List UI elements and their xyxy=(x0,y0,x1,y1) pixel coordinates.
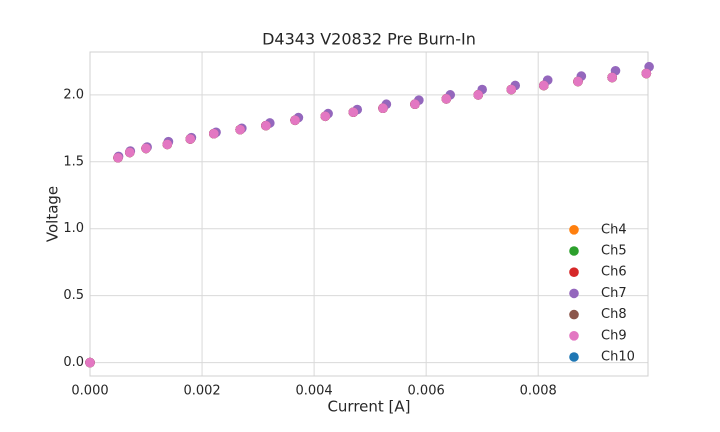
legend-label: Ch9 xyxy=(601,328,627,343)
legend-label: Ch10 xyxy=(601,350,635,365)
y-tick-label: 0.5 xyxy=(63,288,84,303)
legend-label: Ch7 xyxy=(601,286,627,301)
y-tick-label: 1.0 xyxy=(63,221,84,236)
x-tick-label: 0.008 xyxy=(520,384,557,399)
scatter-point xyxy=(378,103,388,114)
x-tick-label: 0.000 xyxy=(71,384,108,399)
scatter-point xyxy=(348,107,359,118)
scatter-point xyxy=(185,134,196,144)
legend-label: Ch5 xyxy=(601,244,627,259)
y-tick-label: 1.5 xyxy=(63,154,84,169)
legend-marker xyxy=(569,352,579,362)
scatter-point xyxy=(320,111,331,122)
scatter-point xyxy=(607,72,617,83)
y-tick-label: 0.0 xyxy=(63,355,84,370)
scatter-point xyxy=(235,124,245,135)
x-tick-label: 0.004 xyxy=(295,384,332,399)
legend-marker xyxy=(569,309,579,320)
scatter-point xyxy=(473,90,484,100)
scatter-point xyxy=(141,143,151,154)
scatter-point xyxy=(162,139,173,150)
scatter-point xyxy=(261,120,271,131)
legend-marker xyxy=(569,246,579,256)
legend-label: Ch6 xyxy=(601,265,627,280)
legend-marker xyxy=(569,331,579,341)
legend-marker xyxy=(569,267,579,278)
scatter-point xyxy=(538,80,549,91)
legend-label: Ch8 xyxy=(601,307,627,322)
scatter-point xyxy=(441,94,452,104)
plot-frame xyxy=(89,51,649,377)
scatter-point xyxy=(641,68,652,79)
scatter-point xyxy=(410,99,420,110)
legend-marker xyxy=(569,288,579,299)
legend-label: Ch4 xyxy=(601,222,627,237)
y-tick-label: 2.0 xyxy=(63,87,84,102)
x-tick-label: 0.002 xyxy=(183,384,220,399)
x-tick-label: 0.006 xyxy=(408,384,445,399)
scatter-point xyxy=(113,152,123,163)
scatter-point xyxy=(209,128,219,139)
plot-area xyxy=(90,52,648,376)
chart-title: D4343 V20832 Pre Burn-In xyxy=(262,30,476,49)
y-axis-label: Voltage xyxy=(44,186,62,242)
scatter-point xyxy=(85,357,95,368)
scatter-point xyxy=(124,147,135,158)
legend-marker xyxy=(569,225,579,235)
scatter-point xyxy=(573,76,583,87)
x-axis-label: Current [A] xyxy=(327,398,410,416)
scatter-point xyxy=(506,84,517,95)
scatter-point xyxy=(290,115,300,126)
